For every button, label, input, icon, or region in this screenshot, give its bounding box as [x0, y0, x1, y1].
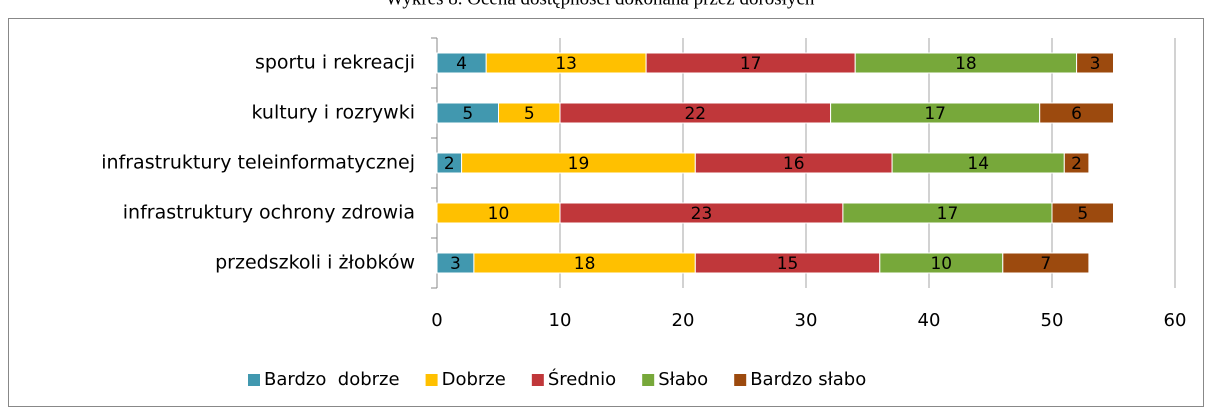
- data-label: 6: [1071, 104, 1082, 124]
- data-label: 13: [555, 54, 577, 74]
- data-label: 10: [930, 254, 952, 274]
- legend-label: Bardzo dobrze: [264, 369, 400, 390]
- y-tick-label: infrastruktury ochrony zdrowia: [123, 202, 415, 224]
- data-label: 5: [524, 104, 535, 124]
- chart-title: Wykres 8. Ocena dostępności dokonana prz…: [386, 0, 815, 9]
- x-tick-label: 50: [1041, 310, 1064, 331]
- y-tick-label: infrastruktury teleinformatycznej: [101, 152, 415, 174]
- data-label: 19: [568, 154, 590, 174]
- data-label: 22: [684, 104, 706, 124]
- data-label: 17: [924, 104, 946, 124]
- x-tick-label: 40: [918, 310, 941, 331]
- data-label: 2: [1071, 154, 1082, 174]
- legend-swatch: [248, 374, 260, 386]
- legend-label: Bardzo słabo: [750, 369, 866, 390]
- data-label: 3: [1090, 54, 1101, 74]
- y-tick-label: kultury i rozrywki: [251, 102, 415, 124]
- x-tick-label: 60: [1164, 310, 1187, 331]
- data-label: 5: [462, 104, 473, 124]
- data-label: 17: [740, 54, 762, 74]
- bar-segment: [1002, 252, 1090, 274]
- bar-segment: [1051, 202, 1114, 224]
- data-label: 17: [937, 204, 959, 224]
- y-tick-label: sportu i rekreacji: [255, 52, 415, 74]
- data-label: 2: [444, 154, 455, 174]
- data-label: 5: [1077, 204, 1088, 224]
- data-label: 4: [456, 54, 467, 74]
- data-label: 14: [967, 154, 989, 174]
- legend-swatch: [425, 374, 438, 386]
- y-tick-label: przedszkoli i żłobków: [215, 252, 415, 274]
- legend-swatch: [642, 374, 655, 386]
- legend-label: Słabo: [658, 369, 708, 390]
- bar-segment: [1076, 52, 1114, 74]
- x-tick-label: 30: [795, 310, 818, 331]
- data-label: 23: [691, 204, 713, 224]
- legend-swatch: [531, 374, 544, 386]
- data-label: 3: [450, 254, 461, 274]
- bar-segment: [1039, 102, 1114, 124]
- data-label: 16: [783, 154, 805, 174]
- x-tick-label: 0: [431, 310, 442, 331]
- data-label: 18: [955, 54, 977, 74]
- legend-swatch: [734, 374, 747, 386]
- data-label: 7: [1040, 254, 1051, 274]
- legend-label: Dobrze: [442, 369, 506, 390]
- x-tick-label: 10: [549, 310, 572, 331]
- data-label: 10: [488, 204, 510, 224]
- data-label: 15: [777, 254, 799, 274]
- bar-segment: [1063, 152, 1090, 174]
- x-tick-label: 20: [672, 310, 695, 331]
- data-label: 18: [574, 254, 596, 274]
- legend-label: Średnio: [548, 368, 616, 390]
